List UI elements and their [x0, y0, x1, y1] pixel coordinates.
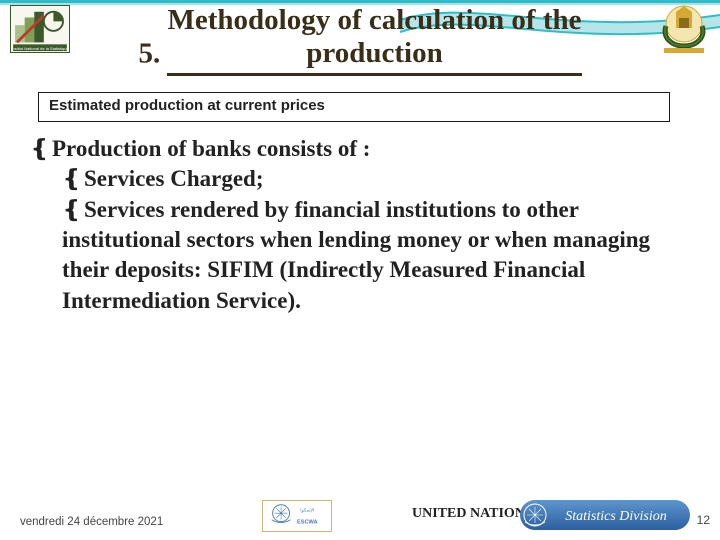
- slide-title: 5. Methodology of calculation of the pro…: [70, 4, 650, 76]
- bullet-text: Services rendered by financial instituti…: [62, 197, 650, 313]
- title-line2: production: [306, 37, 442, 69]
- title-number: 5.: [138, 37, 160, 69]
- footer-date: vendredi 24 décembre 2021: [20, 516, 163, 528]
- svg-text:الإسكوا: الإسكوا: [300, 507, 314, 513]
- bullet-glyph-icon: ❴: [62, 195, 84, 225]
- bullet-level2: ❴Services rendered by financial institut…: [62, 195, 692, 316]
- title-line1: Methodology of calculation of the: [167, 4, 581, 36]
- subtitle-text: Estimated production at current prices: [49, 97, 325, 114]
- bullet-glyph-icon: ❴: [62, 164, 84, 194]
- emblem-right-icon: [656, 2, 712, 54]
- stats-division-text: Statistics Division: [565, 509, 667, 524]
- svg-text:Institut National de la Statis: Institut National de la Statistique: [11, 46, 69, 51]
- escwa-logo-icon: الإسكوا ESCWA: [262, 500, 332, 532]
- bullet-glyph-icon: ❴: [30, 134, 52, 164]
- top-accent-line: [0, 0, 720, 3]
- bullet-text: Production of banks consists of :: [52, 136, 370, 161]
- bullet-text: Services Charged;: [84, 166, 264, 191]
- slide: Institut National de la Statistique 5. M…: [0, 0, 720, 540]
- page-number: 12: [697, 513, 710, 527]
- footer: vendredi 24 décembre 2021 الإسكوا ESCWA …: [0, 498, 720, 532]
- svg-text:ESCWA: ESCWA: [297, 520, 318, 526]
- bullet-level2: ❴Services Charged;: [62, 164, 692, 194]
- statistics-division-badge-icon: Statistics Division: [520, 500, 690, 530]
- footer-un-label: UNITED NATIONS: [412, 506, 533, 522]
- bullet-level1: ❴Production of banks consists of :: [30, 134, 692, 164]
- subtitle-box: Estimated production at current prices: [38, 92, 670, 122]
- body-content: ❴Production of banks consists of :❴Servi…: [30, 134, 692, 316]
- logo-left-icon: Institut National de la Statistique: [10, 5, 70, 53]
